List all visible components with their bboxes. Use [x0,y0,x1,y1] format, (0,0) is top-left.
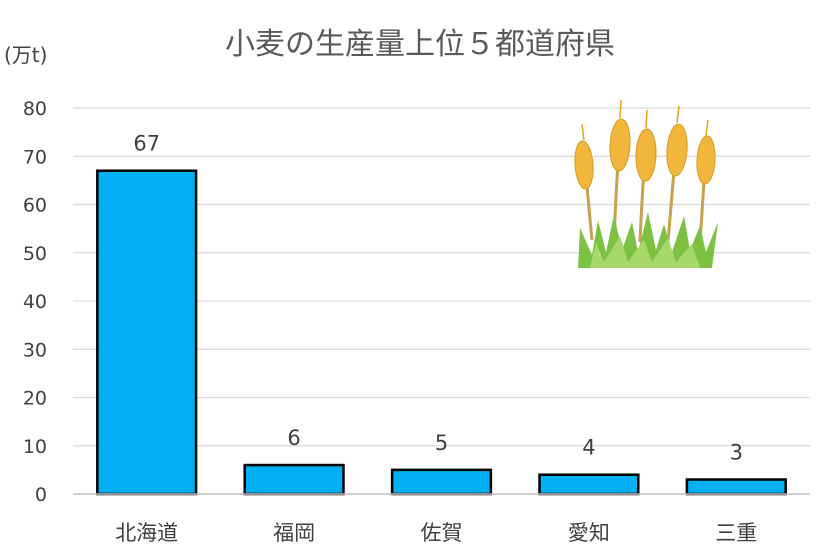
y-tick-label: 0 [35,484,47,506]
bar [390,468,493,496]
y-tick-label: 80 [23,98,47,120]
y-axis-unit-label: (万t) [4,43,47,67]
bar [685,478,787,496]
y-axis-ticks: 0 10 20 30 40 50 60 70 80 [23,98,47,506]
x-tick-label: 愛知 [568,521,610,545]
data-label: 4 [582,436,595,460]
y-tick-label: 30 [23,339,47,361]
y-tick-label: 50 [23,243,47,265]
chart-title: 小麦の生産量上位５都道府県 [225,27,615,62]
y-tick-label: 20 [23,388,47,410]
bars [96,169,787,496]
x-axis-ticks: 北海道 福岡 佐賀 愛知 三重 [115,521,757,545]
y-tick-label: 60 [23,195,47,217]
y-tick-label: 10 [23,436,47,458]
bar [96,169,198,496]
y-tick-label: 40 [23,291,47,313]
data-label: 5 [435,431,448,455]
x-tick-label: 佐賀 [421,521,463,545]
bar [538,473,640,496]
x-tick-label: 三重 [715,521,757,545]
x-tick-label: 福岡 [273,521,315,545]
bar [243,463,345,496]
x-tick-label: 北海道 [115,521,178,545]
wheat-illustration [574,99,718,268]
data-label: 3 [730,441,743,465]
y-tick-label: 70 [23,146,47,168]
data-labels: 67 6 5 4 3 [133,132,743,465]
data-label: 6 [287,426,300,450]
data-label: 67 [133,132,160,156]
